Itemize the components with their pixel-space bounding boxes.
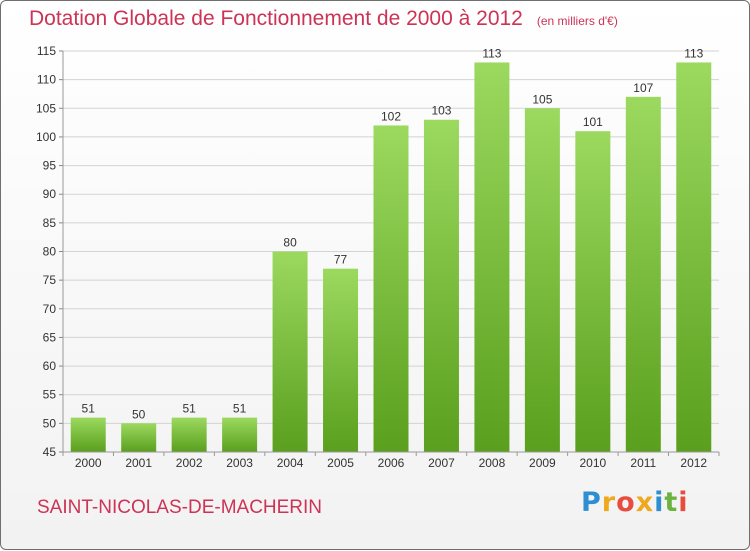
x-tick-label: 2008 (479, 456, 506, 470)
bar (474, 62, 510, 452)
bar (222, 417, 258, 452)
x-axis: 2000 2001 2002 2003 2004 2005 2006 2007 2008 2009… (62, 451, 720, 470)
y-tick-label: 80 (43, 245, 57, 259)
data-label: 50 (132, 407, 146, 421)
data-label: 51 (233, 402, 247, 416)
bar (171, 417, 207, 452)
y-tick-label: 85 (43, 216, 57, 230)
logo-letter: P (581, 487, 602, 518)
bar (373, 125, 409, 452)
data-label: 80 (283, 236, 297, 250)
y-axis: 45 50 55 60 65 70 75 80 85 90 95 100 105 110 115 (36, 44, 64, 459)
logo-letter: t (664, 487, 679, 518)
logo-letter: x (635, 487, 655, 518)
x-tick-label: 2002 (176, 456, 203, 470)
data-labels: 51 50 51 51 80 77 102 103 113 105 101 107 113 (82, 46, 704, 421)
data-label: 105 (532, 92, 552, 106)
proxiti-logo: Proxiti (581, 487, 689, 518)
x-tick-label: 2001 (125, 456, 152, 470)
data-label: 77 (334, 253, 348, 267)
bar (676, 62, 712, 452)
data-label: 102 (381, 109, 401, 123)
chart-title-unit: (en milliers d'€) (536, 14, 618, 28)
y-tick-label: 95 (43, 159, 57, 173)
bar (423, 119, 459, 452)
y-tick-label: 65 (43, 330, 57, 344)
logo-letter: i (654, 487, 665, 518)
bar (70, 417, 106, 452)
x-tick-label: 2010 (579, 456, 606, 470)
data-label: 107 (633, 81, 653, 95)
x-tick-label: 2005 (327, 456, 354, 470)
y-tick-label: 90 (43, 187, 57, 201)
logo-letter: o (616, 487, 636, 518)
y-tick-label: 55 (43, 388, 57, 402)
y-tick-label: 60 (43, 359, 57, 373)
data-label: 51 (182, 402, 196, 416)
commune-name: SAINT-NICOLAS-DE-MACHERIN (37, 497, 323, 518)
x-tick-label: 2004 (277, 456, 304, 470)
x-tick-label: 2009 (529, 456, 556, 470)
bar (272, 251, 308, 452)
data-label: 101 (583, 115, 603, 129)
x-tick-label: 2012 (680, 456, 707, 470)
y-tick-label: 70 (43, 302, 57, 316)
x-tick-label: 2003 (226, 456, 253, 470)
logo-letter: i (678, 487, 689, 518)
logo-letter: r (601, 487, 617, 518)
bar (524, 108, 560, 453)
bar (121, 423, 157, 452)
chart-title-main: Dotation Globale de Fonctionnement de 20… (29, 7, 523, 30)
data-label: 103 (431, 104, 451, 118)
y-tick-label: 50 (43, 416, 57, 430)
data-label: 113 (482, 46, 501, 60)
y-tick-label: 45 (43, 445, 57, 459)
y-tick-label: 115 (37, 44, 56, 58)
y-tick-label: 100 (36, 130, 56, 144)
y-tick-label: 75 (43, 273, 57, 287)
x-tick-label: 2006 (378, 456, 405, 470)
y-tick-label: 105 (36, 101, 56, 115)
data-label: 113 (684, 46, 703, 60)
bar (625, 96, 661, 452)
bars (70, 62, 712, 453)
data-label: 51 (82, 402, 96, 416)
x-tick-label: 2011 (630, 456, 656, 470)
y-tick-label: 110 (37, 73, 56, 87)
x-tick-label: 2007 (428, 456, 455, 470)
bar (323, 268, 359, 452)
chart-title: Dotation Globale de Fonctionnement de 20… (29, 7, 729, 39)
x-tick-label: 2000 (75, 456, 102, 470)
bar (575, 131, 611, 452)
